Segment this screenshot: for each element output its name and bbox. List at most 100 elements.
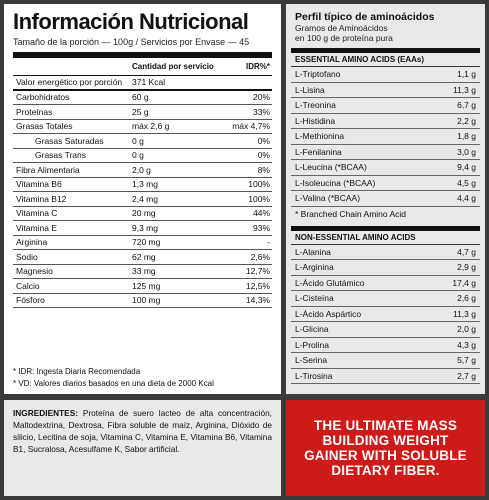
amino-name: L-Treonina xyxy=(295,100,336,111)
promo-line: GAINER WITH SOLUBLE xyxy=(304,448,467,463)
nutrient-amount: 2,0 g xyxy=(132,164,151,175)
ingredients-label: INGREDIENTES: xyxy=(13,408,78,418)
amino-name: L-Lisina xyxy=(295,84,325,95)
amino-row: L-Glicina 2,0 g xyxy=(291,322,480,338)
nutrient-name: Carbohidratos xyxy=(16,92,70,103)
amino-row: L-Ácido Glutámico 17,4 g xyxy=(291,276,480,291)
amino-value: 1,1 g xyxy=(457,69,476,80)
amino-row: L-Triptofano 1,1 g xyxy=(291,67,480,83)
amino-value: 4,7 g xyxy=(457,246,476,257)
nutrient-amount: 33 mg xyxy=(132,266,156,277)
bcaa-note: * Branched Chain Amino Acid xyxy=(295,208,407,219)
amino-name: L-Leucina (*BCAA) xyxy=(295,162,367,173)
promo-text: THE ULTIMATE MASS BUILDING WEIGHT GAINER… xyxy=(304,418,467,478)
nutrient-idr: 100% xyxy=(248,193,270,204)
promo-line: DIETARY FIBER. xyxy=(331,463,440,478)
amino-row: L-Histidina 2,2 g xyxy=(291,114,480,129)
nutrition-panel: Información Nutricional Tamaño de la por… xyxy=(4,4,281,394)
amino-value: 4,3 g xyxy=(457,339,476,350)
nutrient-amount: 100 mg xyxy=(132,295,161,306)
amount-header: Cantidad por servicio xyxy=(132,62,214,71)
amino-row: L-Treonina 6,7 g xyxy=(291,98,480,114)
nutrient-name: Arginina xyxy=(16,237,48,248)
amino-row: L-Ácido Aspártico 11,3 g xyxy=(291,307,480,322)
nutrition-row: Vitamina C 20 mg 44% xyxy=(13,207,272,221)
amino-value: 2,0 g xyxy=(457,324,476,335)
amino-value: 9,4 g xyxy=(457,162,476,173)
ingredients-text: Proteína de suero lacteo de alta concent… xyxy=(13,408,272,454)
divider-thick xyxy=(13,52,272,58)
nutrient-amount: 720 mg xyxy=(132,237,161,248)
amino-subtitle-2: en 100 g de proteína pura xyxy=(295,33,393,43)
nutrient-name: Valor energético por porción xyxy=(16,77,123,88)
nutrition-row: Grasas Trans 0 g 0% xyxy=(13,149,272,163)
nutrient-name: Fósforo xyxy=(16,295,45,306)
nutrient-idr: 12,5% xyxy=(245,280,270,291)
nutrition-row: Fibra Alimentaria 2,0 g 8% xyxy=(13,163,272,178)
amino-row: L-Methionina 1,8 g xyxy=(291,129,480,145)
note-idr: * IDR: Ingesta Diaria Recomendada xyxy=(13,367,141,376)
nutrient-name: Vitamina C xyxy=(16,208,58,219)
nutrient-idr: - xyxy=(267,237,270,248)
amino-row: L-Cisteína 2,6 g xyxy=(291,291,480,307)
amino-name: L-Ácido Aspártico xyxy=(295,308,362,319)
nutrient-amount: 1,3 mg xyxy=(132,179,158,190)
amino-value: 2,6 g xyxy=(457,293,476,304)
amino-panel: Perfil típico de aminoácidos Gramos de A… xyxy=(286,4,485,394)
amino-name: L-Fenilanina xyxy=(295,146,342,157)
nutrient-idr: 44% xyxy=(252,208,270,219)
nutrient-idr: 33% xyxy=(252,106,270,117)
nutrition-row: Arginina 720 mg - xyxy=(13,236,272,250)
nutrient-idr: 14,3% xyxy=(245,295,270,306)
nutrient-idr: 0% xyxy=(257,135,270,146)
nutrition-row: Sodio 62 mg 2,6% xyxy=(13,250,272,265)
nutrition-row: Grasas Totales máx 2,6 g máx 4,7% xyxy=(13,120,272,134)
nutrition-row: Valor energético por porción 371 Kcal xyxy=(13,76,272,91)
amino-row: L-Isoleucina (*BCAA) 4,5 g xyxy=(291,176,480,191)
amino-name: L-Arginina xyxy=(295,262,334,273)
essential-header: ESSENTIAL AMINO ACIDS (EAAs) xyxy=(291,53,480,67)
nutrient-idr: 20% xyxy=(252,92,270,103)
nutrition-notes: * IDR: Ingesta Diaria Recomendada * VD: … xyxy=(13,366,214,390)
promo-line: THE ULTIMATE MASS xyxy=(313,418,458,433)
nutrient-amount: 25 g xyxy=(132,106,149,117)
nutrient-name: Calcio xyxy=(16,280,40,291)
nutrient-amount: máx 2,6 g xyxy=(132,121,170,132)
amino-value: 2,9 g xyxy=(457,262,476,273)
amino-title: Perfil típico de aminoácidos xyxy=(295,11,435,23)
nutrition-row: Fósforo 100 mg 14,3% xyxy=(13,294,272,308)
amino-name: L-Valina (*BCAA) xyxy=(295,193,361,204)
amino-value: 11,3 g xyxy=(452,84,476,95)
nutrition-row: Vitamina B12 2,4 mg 100% xyxy=(13,192,272,207)
note-vd: * VD: Valores diarios basados en una die… xyxy=(13,379,214,388)
nutrition-row: Proteínas 25 g 33% xyxy=(13,105,272,120)
nutrient-amount: 20 mg xyxy=(132,208,156,219)
nutrition-row: Vitamina E 9,3 mg 93% xyxy=(13,221,272,236)
amino-value: 2,7 g xyxy=(457,370,476,381)
serving-info: Tamaño de la porción — 100g / Servicios … xyxy=(13,37,250,47)
nonessential-table: L-Alanina 4,7 g L-Arginina 2,9 g L-Ácido Glu… xyxy=(291,245,480,384)
amino-name: L-Serina xyxy=(295,355,328,366)
amino-name: L-Ácido Glutámico xyxy=(295,277,365,288)
divider-thick xyxy=(291,225,480,231)
amino-value: 6,7 g xyxy=(457,100,476,111)
amino-row: L-Tirosina 2,7 g xyxy=(291,369,480,384)
nutrient-amount: 9,3 mg xyxy=(132,222,158,233)
amino-subtitle-1: Gramos de Aminoácidos xyxy=(295,23,388,33)
nutrient-amount: 2,4 mg xyxy=(132,193,158,204)
amino-value: 4,4 g xyxy=(457,193,476,204)
amino-name: L-Histidina xyxy=(295,115,336,126)
amino-value: 3,0 g xyxy=(457,146,476,157)
nutrient-name: Vitamina B12 xyxy=(16,193,67,204)
amino-value: 2,2 g xyxy=(457,115,476,126)
nutrient-name: Sodio xyxy=(16,251,38,262)
nutrition-row: Calcio 125 mg 12,5% xyxy=(13,279,272,294)
nutrition-row: Magnesio 33 mg 12,7% xyxy=(13,265,272,279)
nutrient-name: Grasas Totales xyxy=(16,121,73,132)
nutrient-name: Grasas Saturadas xyxy=(35,135,104,146)
nutrition-row: Vitamina B6 1,3 mg 100% xyxy=(13,178,272,192)
idr-header: IDR%* xyxy=(245,62,270,71)
nutrient-amount: 62 mg xyxy=(132,251,156,262)
nonessential-header: NON-ESSENTIAL AMINO ACIDS xyxy=(291,231,480,245)
amino-value: 11,3 g xyxy=(452,308,476,319)
